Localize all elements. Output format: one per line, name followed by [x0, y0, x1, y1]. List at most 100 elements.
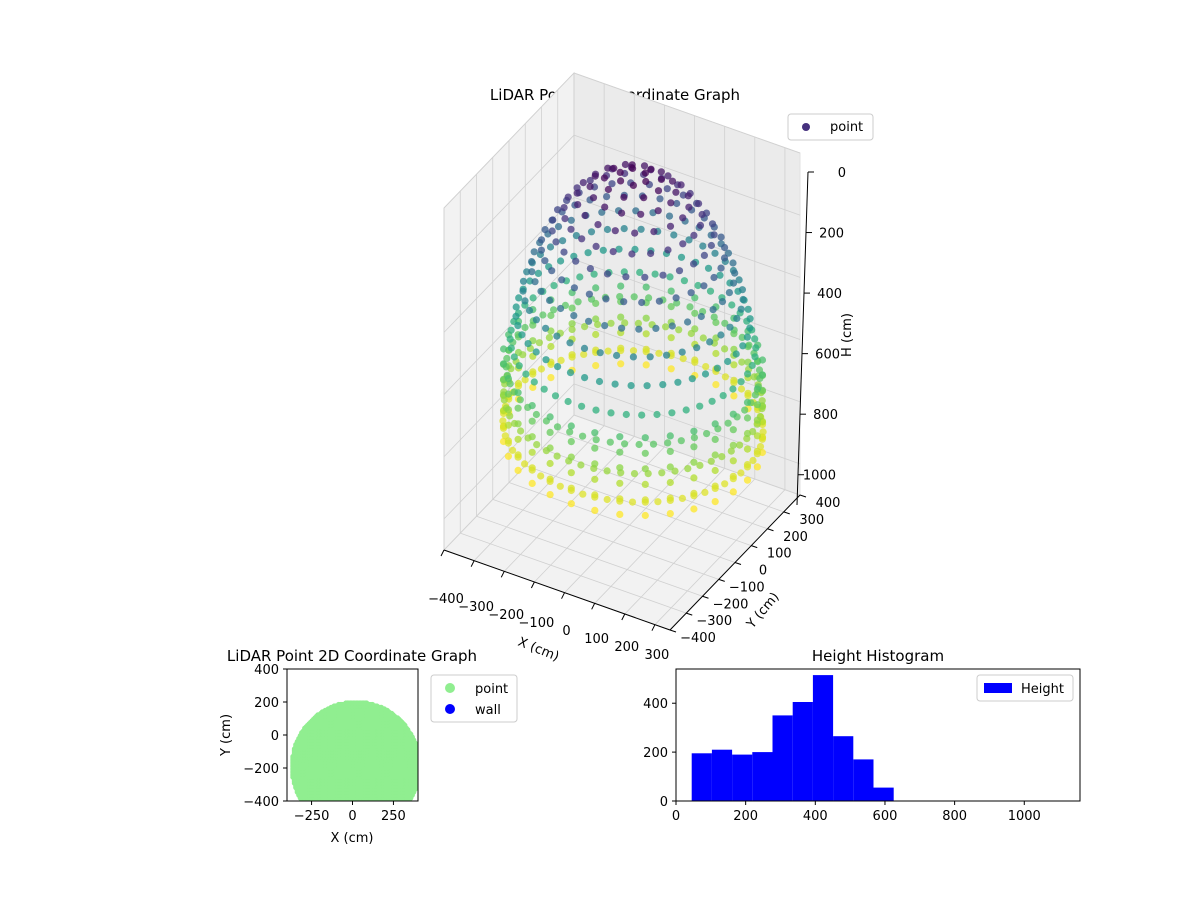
scatter3d-point	[576, 273, 584, 281]
scatter3d-gridline	[443, 383, 575, 520]
scatter3d-point	[729, 385, 737, 393]
scatter3d-point	[636, 268, 644, 276]
scatter3d-point	[659, 381, 667, 389]
scatter3d-point	[643, 382, 651, 390]
scatter3d-point	[616, 433, 624, 441]
scatter3d-point	[673, 199, 681, 208]
scatter3d-gridline	[443, 72, 575, 209]
scatter3d-gridline	[573, 414, 801, 496]
scatter3d-point	[515, 294, 523, 302]
scatter3d-point	[641, 511, 649, 520]
scatter3d-z-axis-line	[796, 171, 809, 506]
scatter3d-point	[514, 451, 522, 459]
scatter3d-point	[510, 353, 518, 361]
scatter3d-point	[514, 466, 522, 474]
scatter3d-point	[712, 318, 720, 327]
scatter3d-point	[738, 358, 746, 366]
scatter3d-point	[570, 284, 579, 292]
scatter3d-point	[634, 319, 643, 327]
scatter3d-point	[655, 349, 663, 357]
scatter3d-point	[713, 364, 722, 372]
scatter3d-point	[567, 225, 575, 233]
scatter3d-point	[743, 333, 752, 341]
scatter3d-point	[514, 322, 522, 330]
scatter3d-point	[499, 360, 508, 368]
scatter3d-point	[674, 378, 682, 386]
scatter3d-point	[594, 320, 602, 329]
scatter3d-point	[542, 356, 550, 364]
scatter3d-point	[741, 406, 749, 414]
scatter3d-point	[682, 406, 690, 414]
scatter3d-point	[630, 293, 638, 301]
scatter3d-point	[641, 496, 649, 504]
scatter3d-point	[607, 319, 615, 327]
scatter3d-point	[579, 432, 587, 440]
scatter3d-point	[758, 397, 766, 405]
scatter3d-point	[528, 448, 536, 456]
scatter3d-point	[709, 306, 717, 314]
scatter3d-x-tick-label: −300	[458, 600, 494, 615]
scatter3d-point	[666, 494, 674, 502]
scatter3d-point	[504, 375, 512, 383]
scatter3d-point	[621, 160, 630, 169]
scatter3d-point	[667, 199, 675, 207]
scatter3d-point	[690, 505, 698, 513]
scatter3d-x-tick	[621, 613, 626, 621]
scatter3d-x-tick	[651, 624, 656, 631]
scatter3d-point	[617, 360, 625, 368]
scatter3d-point	[616, 464, 624, 472]
scatter3d-point	[615, 245, 623, 253]
scatter3d-point	[678, 348, 686, 356]
scatter3d-point	[744, 305, 752, 313]
scatter3d-point	[743, 429, 752, 438]
scatter3d-point	[667, 334, 675, 342]
scatter3d-point	[733, 314, 741, 323]
scatter3d-point	[530, 248, 538, 256]
scatter3d-point	[586, 176, 594, 185]
scatter3d-point	[606, 438, 614, 446]
scatter3d-point	[685, 203, 693, 211]
scatter3d-point	[535, 339, 544, 347]
scatter3d-point	[514, 420, 522, 428]
scatter3d-point	[504, 421, 512, 429]
scatter3d-point	[646, 353, 654, 361]
scatter3d-point	[506, 335, 514, 343]
scatter3d-point	[635, 325, 643, 333]
scatter3d-point	[708, 220, 717, 228]
scatter3d-point	[729, 426, 737, 434]
scatter3d-point	[737, 385, 746, 393]
scatter3d-point	[675, 326, 683, 334]
scatter3d-point	[581, 211, 589, 220]
scatter3d-point	[572, 232, 581, 240]
scatter3d-gridline	[460, 532, 687, 614]
scatter3d-point	[711, 420, 719, 428]
scatter3d-points	[499, 160, 767, 520]
scatter3d-point	[641, 480, 649, 488]
scatter3d-point	[668, 177, 677, 185]
scatter3d-point	[654, 498, 662, 506]
scatter3d-point	[710, 231, 718, 239]
scatter3d-point	[753, 385, 762, 393]
scatter3d-y-tick-label: 300	[799, 513, 824, 528]
scatter3d-point	[670, 231, 678, 239]
scatter3d-point	[690, 260, 698, 268]
scatter3d-point	[613, 351, 621, 360]
scatter3d-point	[550, 282, 558, 290]
scatter3d-point	[559, 237, 567, 245]
scatter2d-points	[290, 700, 418, 801]
scatter3d-point	[630, 470, 639, 478]
scatter3d-y-tick-label: −200	[713, 597, 749, 612]
scatter3d-point	[617, 282, 625, 290]
scatter3d-point	[650, 228, 658, 236]
scatter3d-point	[721, 319, 729, 327]
scatter3d-point	[541, 257, 549, 265]
scatter3d-point	[566, 339, 574, 347]
scatter3d-point	[729, 472, 737, 480]
scatter3d-point	[530, 378, 538, 386]
scatter3d-point	[539, 311, 547, 319]
scatter3d-point	[691, 356, 699, 364]
scatter3d-point	[672, 188, 680, 196]
scatter3d-point	[640, 162, 649, 170]
scatter3d-z-tick-label: 600	[815, 348, 840, 363]
